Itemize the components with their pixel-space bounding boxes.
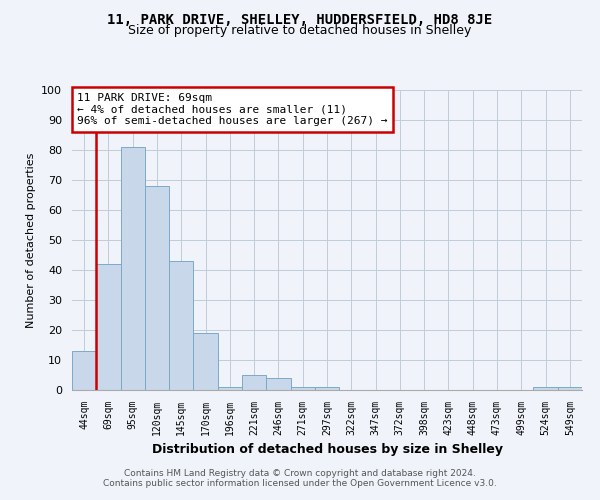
Text: Contains HM Land Registry data © Crown copyright and database right 2024.: Contains HM Land Registry data © Crown c… — [124, 468, 476, 477]
Bar — [558, 387, 582, 390]
Text: 11 PARK DRIVE: 69sqm
← 4% of detached houses are smaller (11)
96% of semi-detach: 11 PARK DRIVE: 69sqm ← 4% of detached ho… — [77, 93, 388, 126]
Bar — [242, 375, 266, 390]
Bar — [290, 387, 315, 390]
Bar — [145, 186, 169, 390]
Text: Size of property relative to detached houses in Shelley: Size of property relative to detached ho… — [128, 24, 472, 37]
Bar — [193, 333, 218, 390]
Bar — [315, 387, 339, 390]
Text: 11, PARK DRIVE, SHELLEY, HUDDERSFIELD, HD8 8JE: 11, PARK DRIVE, SHELLEY, HUDDERSFIELD, H… — [107, 12, 493, 26]
Bar — [218, 387, 242, 390]
X-axis label: Distribution of detached houses by size in Shelley: Distribution of detached houses by size … — [151, 444, 503, 456]
Bar — [266, 378, 290, 390]
Bar — [121, 147, 145, 390]
Bar — [169, 261, 193, 390]
Bar — [72, 351, 96, 390]
Bar — [533, 387, 558, 390]
Bar — [96, 264, 121, 390]
Y-axis label: Number of detached properties: Number of detached properties — [26, 152, 36, 328]
Text: Contains public sector information licensed under the Open Government Licence v3: Contains public sector information licen… — [103, 478, 497, 488]
